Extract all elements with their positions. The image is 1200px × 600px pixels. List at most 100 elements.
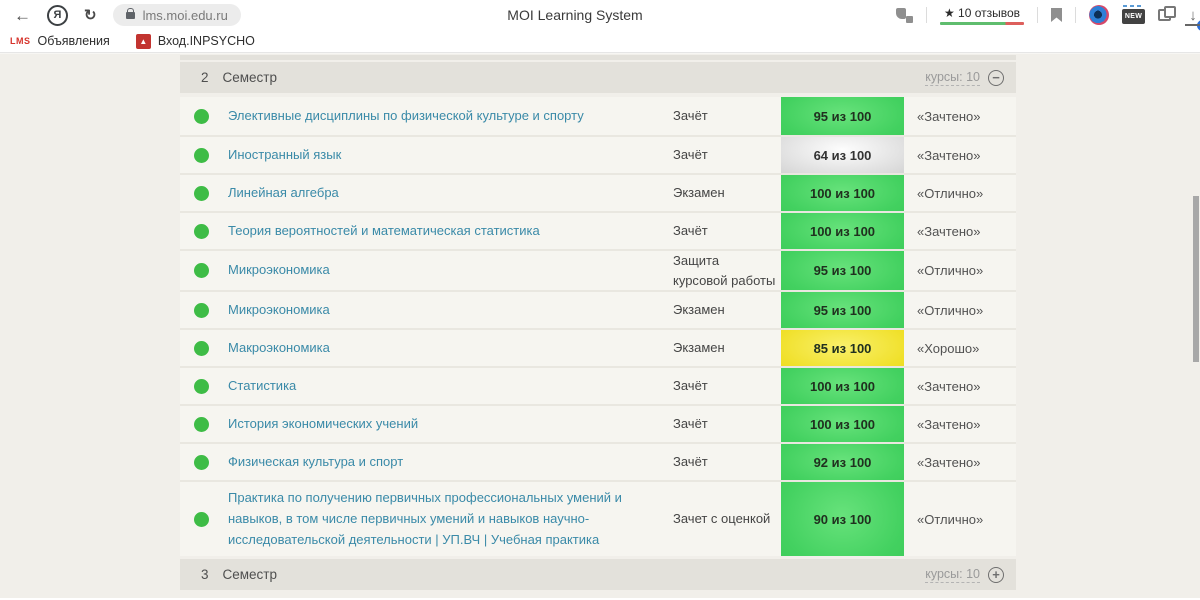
status-dot-icon bbox=[194, 108, 209, 124]
semester-title: Семестр bbox=[222, 567, 278, 583]
course-link[interactable]: Физическая культура и спорт bbox=[228, 453, 404, 469]
downloads-button[interactable]: ↓ 2 bbox=[1184, 6, 1200, 32]
semester-number: 2 bbox=[201, 70, 209, 85]
course-link[interactable]: Линейная алгебра bbox=[228, 184, 339, 200]
page-title: MOI Learning System bbox=[507, 7, 643, 23]
grade-text: «Зачтено» bbox=[917, 454, 981, 470]
expand-section-icon[interactable]: + bbox=[988, 566, 1004, 583]
divider bbox=[926, 7, 927, 23]
score-badge: 92 из 100 bbox=[781, 444, 904, 480]
page-viewport: 2 Семестр курсы: 10 − Элективные дисципл… bbox=[0, 53, 1200, 598]
yandex-icon[interactable]: Я bbox=[47, 4, 68, 26]
back-button[interactable]: ← bbox=[14, 5, 31, 25]
bookmark-announcements[interactable]: LMS Объявления bbox=[10, 34, 110, 48]
table-row: Иностранный язык Зачёт 64 из 100 «Зачтен… bbox=[180, 135, 1016, 173]
course-link[interactable]: Элективные дисциплины по физической куль… bbox=[228, 107, 584, 123]
course-link[interactable]: История экономических учений bbox=[228, 415, 419, 431]
bookmark-inpsycho[interactable]: ▲ Вход.INPSYCHO bbox=[135, 33, 255, 49]
assessment-type: Зачёт bbox=[673, 108, 708, 124]
site-reviews-icon[interactable] bbox=[896, 7, 913, 23]
rating-text: ★ 10 отзывов bbox=[943, 5, 1021, 20]
previous-section-edge bbox=[180, 55, 1016, 60]
assessment-type: Зачёт bbox=[673, 454, 708, 470]
assessment-type: Экзамен bbox=[673, 302, 725, 318]
collections-icon[interactable] bbox=[1158, 6, 1176, 21]
status-dot-icon bbox=[194, 511, 209, 527]
table-row: Элективные дисциплины по физической куль… bbox=[180, 97, 1016, 135]
course-link[interactable]: Макроэкономика bbox=[228, 339, 330, 355]
download-count-badge: 2 bbox=[1196, 18, 1200, 32]
assessment-type: Экзамен bbox=[673, 340, 725, 356]
score-badge: 100 из 100 bbox=[781, 368, 904, 404]
semester-title: Семестр bbox=[222, 70, 278, 85]
status-dot-icon bbox=[194, 302, 209, 318]
assessment-type: Зачёт bbox=[673, 223, 708, 239]
status-dot-icon bbox=[194, 416, 209, 432]
grade-text: «Отлично» bbox=[917, 511, 984, 527]
table-row: Практика по получению первичных професси… bbox=[180, 480, 1016, 557]
score-badge: 100 из 100 bbox=[781, 175, 904, 211]
grades-content: 2 Семестр курсы: 10 − Элективные дисципл… bbox=[180, 54, 1016, 591]
course-link[interactable]: Практика по получению первичных професси… bbox=[228, 490, 622, 547]
scrollbar-thumb[interactable] bbox=[1193, 196, 1199, 362]
table-row: История экономических учений Зачёт 100 и… bbox=[180, 404, 1016, 442]
status-dot-icon bbox=[194, 340, 209, 356]
course-link[interactable]: Иностранный язык bbox=[228, 146, 342, 162]
grade-text: «Зачтено» bbox=[917, 223, 981, 239]
refresh-button[interactable]: ↻ bbox=[84, 6, 97, 24]
assessment-type: Зачёт bbox=[673, 416, 708, 432]
grade-text: «Отлично» bbox=[917, 302, 984, 318]
course-link[interactable]: Микроэкономика bbox=[228, 262, 330, 278]
table-row: Микроэкономика Защита курсовой работы 95… bbox=[180, 249, 1016, 290]
assessment-type: Экзамен bbox=[673, 185, 725, 201]
score-badge: 95 из 100 bbox=[781, 292, 904, 328]
courses-count-link[interactable]: курсы: 10 bbox=[925, 69, 980, 86]
score-badge: 64 из 100 bbox=[781, 137, 904, 173]
lms-favicon: LMS bbox=[10, 36, 31, 46]
grade-text: «Зачтено» bbox=[917, 416, 981, 432]
section-header-semester-3: 3 Семестр курсы: 10 + bbox=[180, 559, 1016, 591]
browser-toolbar: ← Я ↻ lms.moi.edu.ru MOI Learning System… bbox=[0, 0, 1200, 32]
table-row: Макроэкономика Экзамен 85 из 100 «Хорошо… bbox=[180, 328, 1016, 366]
site-rating-button[interactable]: ★ 10 отзывов bbox=[940, 6, 1024, 25]
bookmarks-bar: LMS Объявления ▲ Вход.INPSYCHO bbox=[0, 30, 1200, 53]
table-row: Статистика Зачёт 100 из 100 «Зачтено» bbox=[180, 366, 1016, 404]
download-arrow-icon: ↓ bbox=[1189, 6, 1197, 24]
address-bar[interactable]: lms.moi.edu.ru bbox=[112, 4, 241, 26]
grade-text: «Зачтено» bbox=[917, 378, 981, 394]
extension-lens-icon[interactable] bbox=[1089, 5, 1109, 25]
status-dot-icon bbox=[194, 378, 209, 394]
courses-count-link[interactable]: курсы: 10 bbox=[925, 566, 980, 583]
grade-text: «Зачтено» bbox=[917, 147, 981, 163]
assessment-type: Защита курсовой работы bbox=[673, 253, 776, 288]
status-dot-icon bbox=[194, 223, 209, 239]
table-row: Физическая культура и спорт Зачёт 92 из … bbox=[180, 442, 1016, 480]
course-link[interactable]: Статистика bbox=[228, 377, 297, 393]
bookmark-flag-icon[interactable] bbox=[1051, 8, 1062, 22]
toolbar-right-icons: ★ 10 отзывов NEW ↓ 2 bbox=[896, 0, 1200, 32]
score-badge: 90 из 100 bbox=[781, 482, 904, 557]
browser-chrome: ← Я ↻ lms.moi.edu.ru MOI Learning System… bbox=[0, 0, 1200, 53]
divider bbox=[1037, 7, 1038, 23]
bookmark-label: Вход.INPSYCHO bbox=[157, 34, 255, 48]
semester-number: 3 bbox=[201, 567, 209, 583]
collapse-section-icon[interactable]: − bbox=[988, 69, 1004, 86]
table-row: Линейная алгебра Экзамен 100 из 100 «Отл… bbox=[180, 173, 1016, 211]
assessment-type: Зачет с оценкой bbox=[673, 511, 771, 527]
course-table-body: Элективные дисциплины по физической куль… bbox=[180, 97, 1016, 557]
table-row: Микроэкономика Экзамен 95 из 100 «Отличн… bbox=[180, 290, 1016, 328]
grade-text: «Хорошо» bbox=[917, 340, 980, 356]
status-dot-icon bbox=[194, 185, 209, 201]
score-badge: 85 из 100 bbox=[781, 330, 904, 366]
inpsycho-favicon: ▲ bbox=[135, 33, 151, 49]
score-badge: 95 из 100 bbox=[781, 251, 904, 290]
rating-bar bbox=[940, 21, 1024, 25]
course-link[interactable]: Теория вероятностей и математическая ста… bbox=[228, 222, 540, 238]
new-extension-icon[interactable]: NEW bbox=[1122, 5, 1145, 24]
course-link[interactable]: Микроэкономика bbox=[228, 301, 330, 317]
status-dot-icon bbox=[194, 263, 209, 278]
score-badge: 95 из 100 bbox=[781, 97, 904, 135]
divider bbox=[1075, 7, 1076, 23]
section-header-semester-2: 2 Семестр курсы: 10 − bbox=[180, 62, 1016, 93]
score-badge: 100 из 100 bbox=[781, 213, 904, 249]
